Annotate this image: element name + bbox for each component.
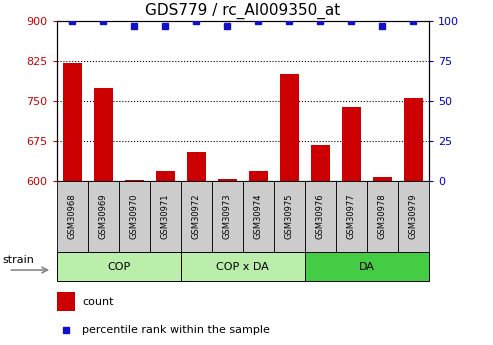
- Bar: [218, 179, 237, 181]
- Text: GSM30971: GSM30971: [161, 194, 170, 239]
- Bar: [305, 181, 336, 252]
- Text: strain: strain: [3, 255, 35, 265]
- Bar: [119, 181, 150, 252]
- Bar: [181, 181, 212, 252]
- Bar: [94, 88, 112, 181]
- Bar: [342, 107, 361, 181]
- Bar: [367, 181, 398, 252]
- Bar: [404, 98, 423, 181]
- Bar: [274, 181, 305, 252]
- Text: GSM30977: GSM30977: [347, 194, 356, 239]
- Text: GSM30976: GSM30976: [316, 194, 325, 239]
- Text: GSM30979: GSM30979: [409, 194, 418, 239]
- Text: GSM30972: GSM30972: [192, 194, 201, 239]
- Bar: [57, 252, 181, 281]
- Bar: [88, 181, 119, 252]
- Bar: [311, 145, 330, 181]
- Text: GSM30974: GSM30974: [254, 194, 263, 239]
- Bar: [156, 171, 175, 181]
- Bar: [150, 181, 181, 252]
- Text: GSM30969: GSM30969: [99, 194, 108, 239]
- Bar: [125, 180, 143, 181]
- Text: count: count: [82, 297, 113, 307]
- Text: GSM30975: GSM30975: [285, 194, 294, 239]
- Bar: [280, 74, 299, 181]
- Bar: [243, 181, 274, 252]
- Bar: [336, 181, 367, 252]
- Bar: [57, 181, 88, 252]
- Text: GSM30970: GSM30970: [130, 194, 139, 239]
- Bar: [212, 181, 243, 252]
- Text: COP: COP: [107, 262, 130, 272]
- Text: COP x DA: COP x DA: [216, 262, 269, 272]
- Bar: [181, 252, 305, 281]
- Bar: [63, 63, 81, 181]
- Text: percentile rank within the sample: percentile rank within the sample: [82, 325, 270, 335]
- Bar: [187, 152, 206, 181]
- Bar: [373, 177, 391, 181]
- Bar: [57, 292, 74, 311]
- Text: DA: DA: [359, 262, 375, 272]
- Text: GSM30973: GSM30973: [223, 194, 232, 239]
- Bar: [305, 252, 429, 281]
- Bar: [398, 181, 429, 252]
- Bar: [249, 171, 268, 181]
- Title: GDS779 / rc_AI009350_at: GDS779 / rc_AI009350_at: [145, 3, 341, 19]
- Text: GSM30968: GSM30968: [68, 194, 77, 239]
- Text: GSM30978: GSM30978: [378, 194, 387, 239]
